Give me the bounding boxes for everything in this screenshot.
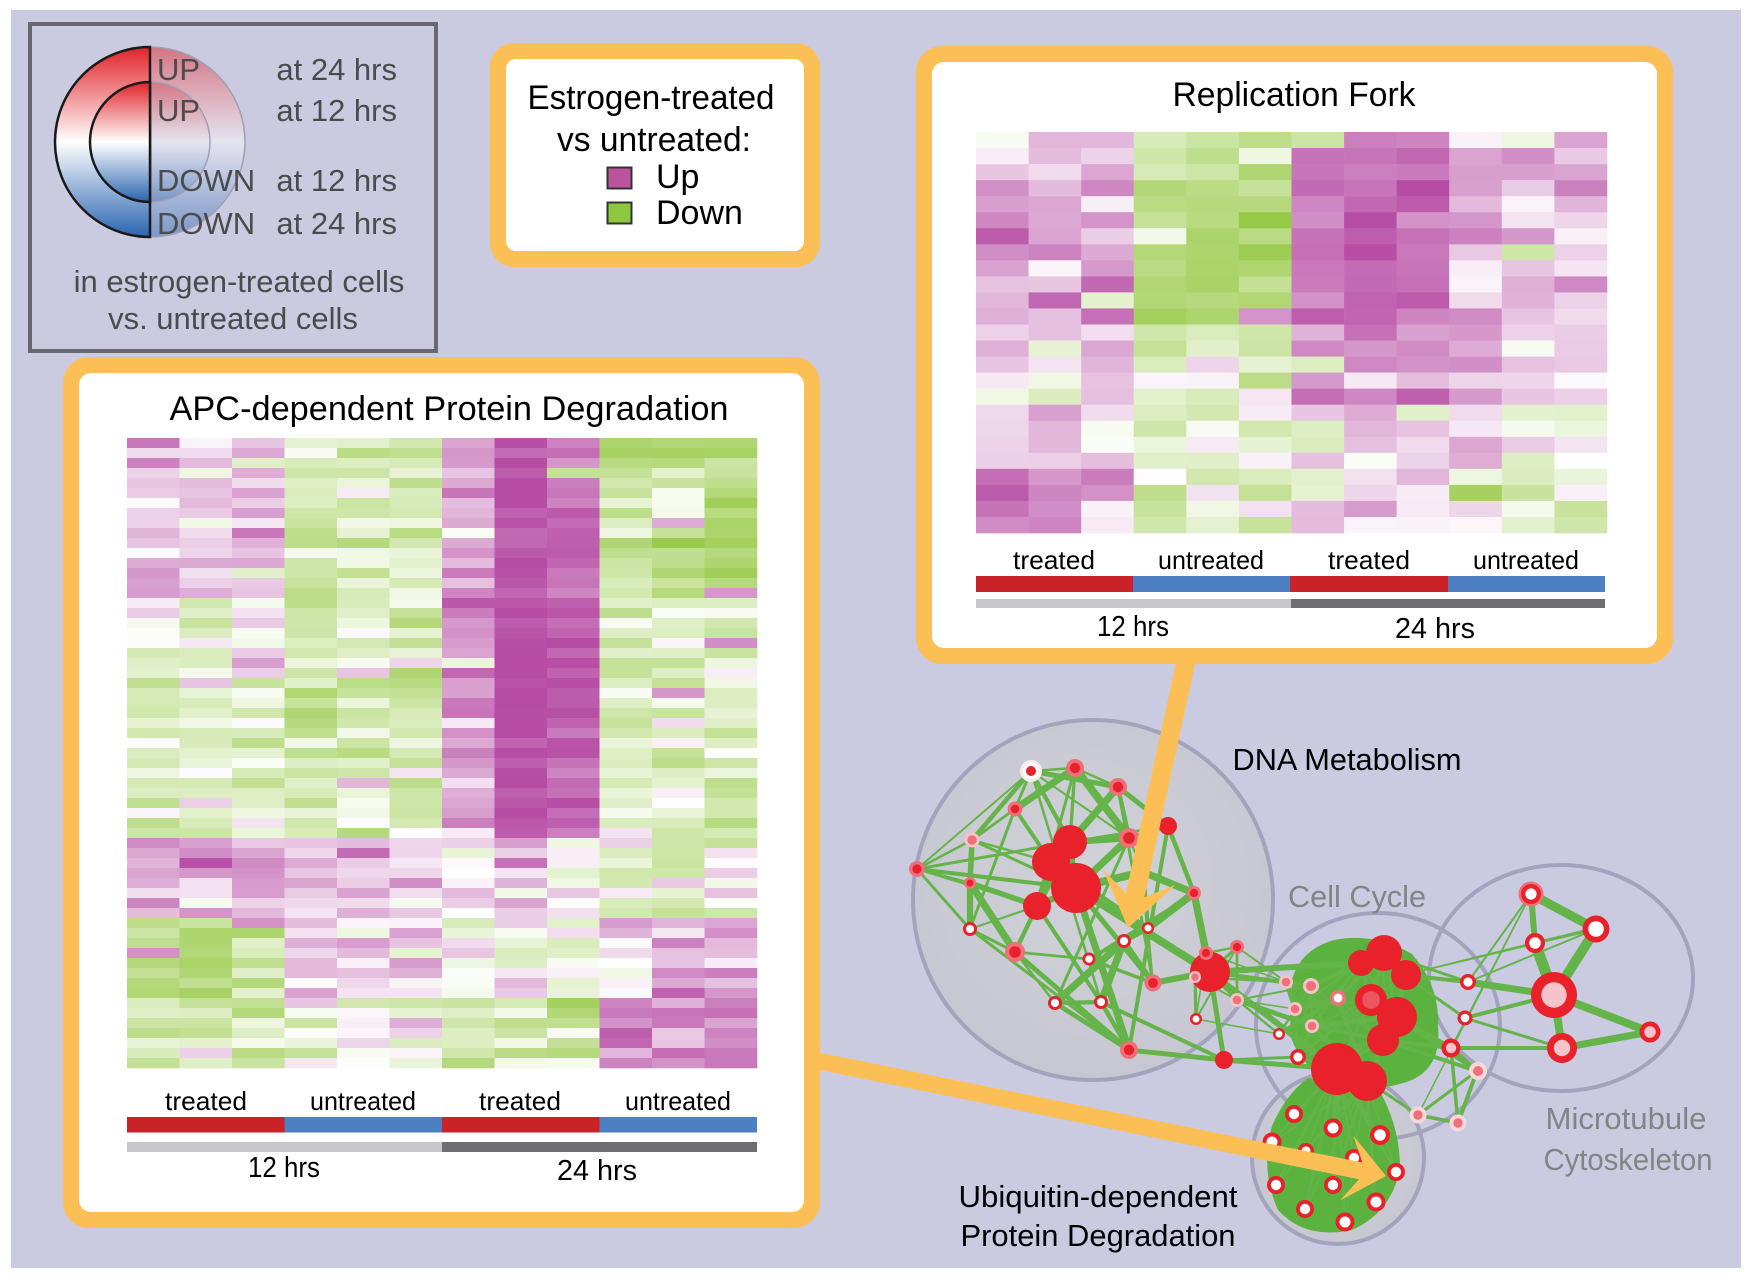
svg-text:Replication Fork: Replication Fork <box>1173 76 1417 114</box>
svg-text:untreated: untreated <box>1158 545 1264 575</box>
svg-text:Ubiquitin-dependent: Ubiquitin-dependent <box>959 1179 1238 1214</box>
svg-text:Up: Up <box>656 158 699 196</box>
svg-text:Cell Cycle: Cell Cycle <box>1288 879 1426 914</box>
svg-text:12 hrs: 12 hrs <box>1097 611 1169 643</box>
svg-text:Cytoskeleton: Cytoskeleton <box>1544 1142 1713 1177</box>
svg-text:12 hrs: 12 hrs <box>248 1152 320 1184</box>
svg-text:24 hrs: 24 hrs <box>557 1155 637 1187</box>
svg-text:Down: Down <box>656 194 743 232</box>
svg-text:treated: treated <box>479 1086 561 1116</box>
svg-text:at 12 hrs: at 12 hrs <box>276 163 397 198</box>
svg-text:DOWN: DOWN <box>157 206 255 241</box>
svg-text:DNA Metabolism: DNA Metabolism <box>1233 742 1462 777</box>
svg-text:Microtubule: Microtubule <box>1546 1101 1707 1136</box>
svg-text:untreated: untreated <box>625 1086 731 1116</box>
svg-text:DOWN: DOWN <box>157 163 255 198</box>
svg-text:treated: treated <box>1328 545 1410 575</box>
svg-text:at 24 hrs: at 24 hrs <box>276 52 397 87</box>
svg-text:at 24 hrs: at 24 hrs <box>276 206 397 241</box>
svg-text:untreated: untreated <box>310 1086 416 1116</box>
svg-text:UP: UP <box>157 52 200 87</box>
svg-text:treated: treated <box>165 1086 247 1116</box>
svg-text:vs untreated:: vs untreated: <box>557 121 751 159</box>
svg-text:APC-dependent Protein Degradat: APC-dependent Protein Degradation <box>170 390 729 428</box>
svg-text:untreated: untreated <box>1473 545 1579 575</box>
svg-text:UP: UP <box>157 93 200 128</box>
svg-text:vs. untreated cells: vs. untreated cells <box>108 301 358 336</box>
svg-text:24 hrs: 24 hrs <box>1395 613 1475 645</box>
svg-text:in estrogen-treated cells: in estrogen-treated cells <box>74 264 405 299</box>
svg-text:Protein Degradation: Protein Degradation <box>961 1218 1236 1253</box>
svg-text:Estrogen-treated: Estrogen-treated <box>528 79 775 117</box>
svg-text:at 12 hrs: at 12 hrs <box>276 93 397 128</box>
svg-text:treated: treated <box>1013 545 1095 575</box>
